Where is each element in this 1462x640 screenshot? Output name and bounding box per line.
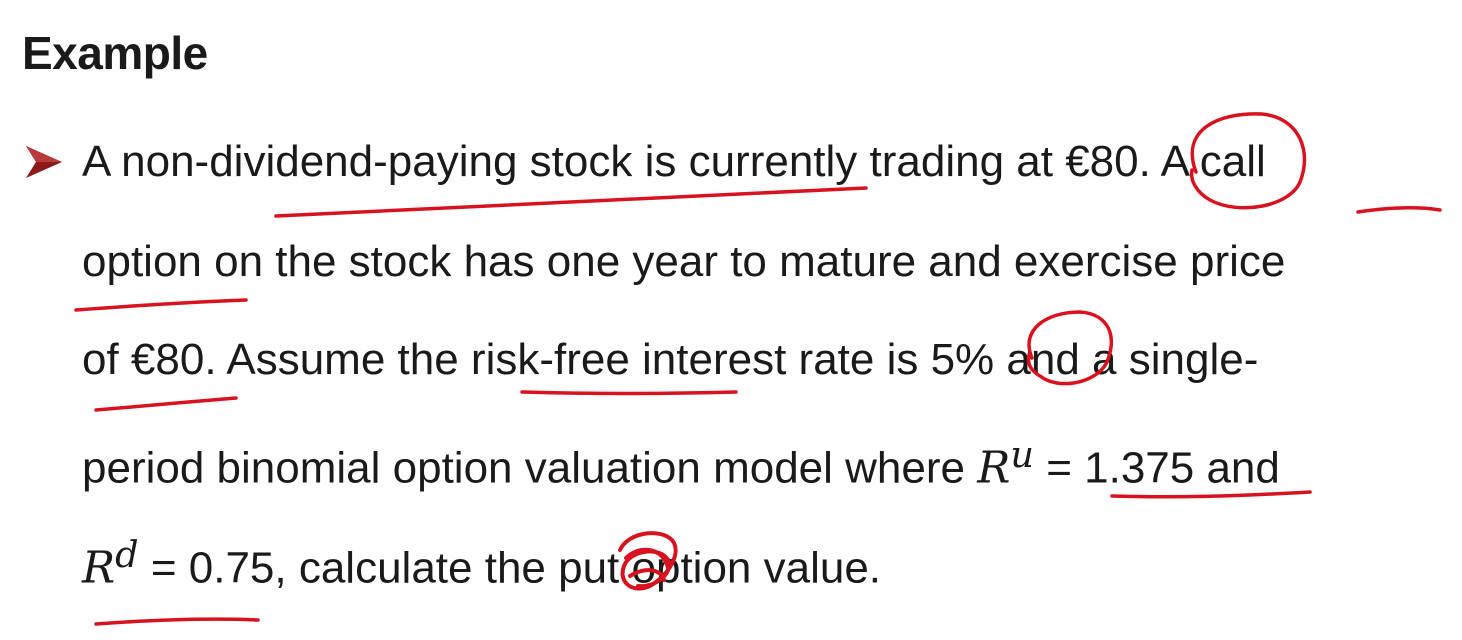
underline-call — [1356, 206, 1442, 214]
underline-nondividend — [274, 186, 868, 218]
text-line-3: of €80. Assume the risk-free interest ra… — [82, 335, 1259, 384]
slide-title: Example — [22, 27, 208, 79]
text-line-5-suffix: , calculate the put option value. — [274, 543, 882, 593]
ru-value: = 1.375 and — [1033, 443, 1280, 493]
text-line-4: period binomial option valuation model w… — [82, 436, 1280, 494]
underline-risk-free — [520, 390, 738, 396]
ru-symbol: R — [977, 442, 1011, 494]
underline-option — [74, 298, 248, 312]
arrow-bullet-icon — [26, 146, 62, 178]
rd-superscript: d — [115, 533, 139, 576]
underline-rd — [94, 617, 260, 626]
text-line-5: Rd = 0.75, calculate the put option valu… — [82, 536, 882, 594]
rd-value: = 0.75 — [138, 543, 275, 593]
rd-symbol: R — [82, 542, 116, 594]
text-line-2: option on the stock has one year to matu… — [82, 237, 1286, 286]
ru-superscript: u — [1010, 433, 1034, 476]
underline-of-80 — [94, 396, 238, 412]
text-line-1: A non-dividend-paying stock is currently… — [82, 137, 1266, 186]
text-line-4-prefix: period binomial option valuation model w… — [82, 443, 965, 493]
